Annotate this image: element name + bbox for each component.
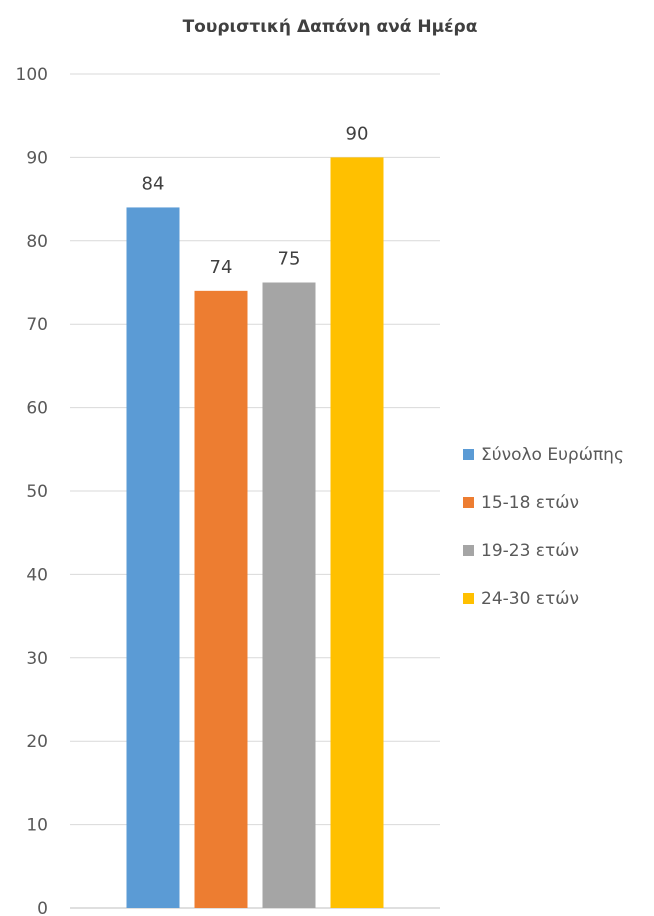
bars [126, 157, 384, 909]
y-tick-label: 50 [26, 482, 48, 502]
y-tick-label: 20 [26, 732, 48, 752]
y-tick-label: 100 [16, 65, 48, 85]
y-tick-label: 0 [37, 899, 48, 916]
data-label: 75 [278, 249, 301, 270]
legend-swatch [463, 593, 474, 604]
legend-swatch [463, 449, 474, 460]
y-tick-label: 90 [26, 148, 48, 168]
data-labels: 84 74 75 90 [142, 123, 369, 277]
legend: Σύνολο Ευρώπης 15-18 ετών 19-23 ετών 24-30 … [463, 445, 624, 609]
legend-label: 19-23 ετών [481, 541, 579, 561]
y-tick-label: 10 [26, 816, 48, 836]
legend-swatch [463, 545, 474, 556]
legend-label: Σύνολο Ευρώπης [481, 445, 624, 465]
y-tick-label: 40 [26, 565, 48, 585]
y-tick-label: 70 [26, 315, 48, 335]
data-label: 74 [210, 257, 233, 278]
y-tick-label: 60 [26, 399, 48, 419]
bar [194, 290, 248, 909]
bar [262, 282, 316, 908]
data-label: 84 [142, 173, 165, 194]
data-label: 90 [346, 123, 369, 144]
bar [126, 207, 180, 908]
y-tick-label: 30 [26, 649, 48, 669]
gridlines [70, 73, 440, 909]
legend-swatch [463, 497, 474, 508]
legend-label: 24-30 ετών [481, 589, 579, 609]
y-axis-tick-labels: 0 10 20 30 40 50 60 70 80 90 100 [16, 65, 48, 916]
legend-label: 15-18 ετών [481, 493, 579, 513]
bar [330, 157, 384, 908]
y-tick-label: 80 [26, 232, 48, 252]
chart-title: Τουριστική Δαπάνη ανά Ημέρα [183, 17, 478, 37]
